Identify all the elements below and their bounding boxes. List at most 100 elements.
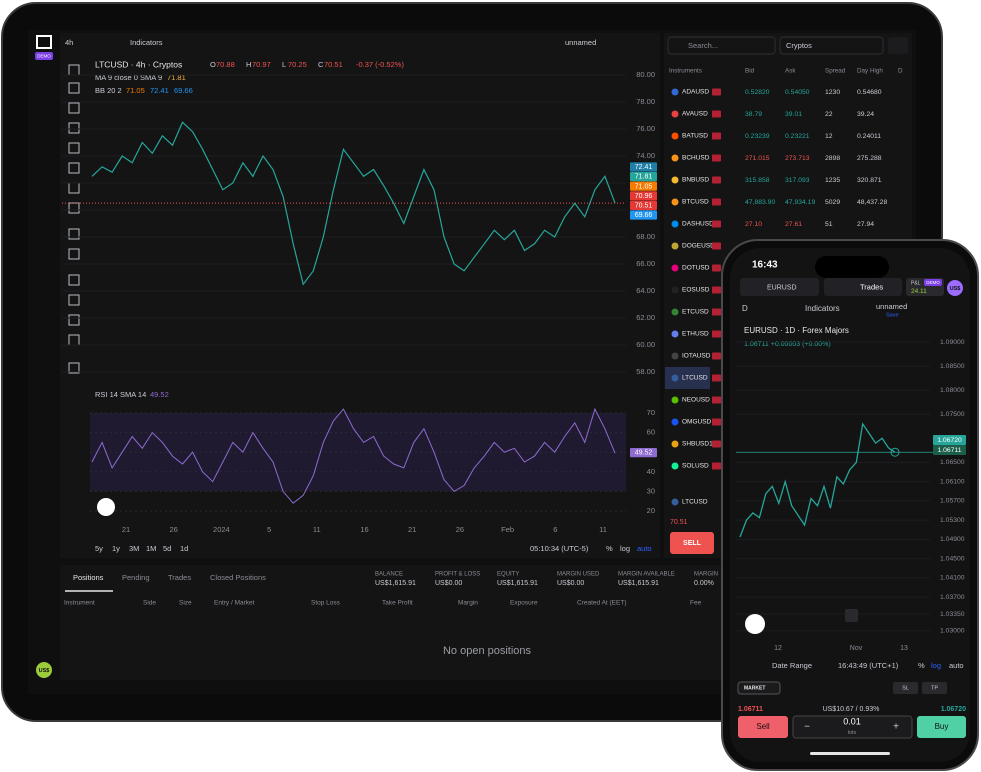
reset-button[interactable]	[845, 609, 858, 622]
quantity: 0.01	[843, 716, 861, 726]
sell-button[interactable]	[670, 532, 714, 554]
sl-text: SL	[902, 685, 909, 691]
tool-icon[interactable]	[68, 294, 80, 306]
instrument-symbol[interactable]: IOTAUSD	[682, 353, 711, 360]
buy-text[interactable]: Buy	[935, 722, 949, 731]
instrument-symbol[interactable]: BTCUSD	[682, 199, 709, 206]
instrument-symbol[interactable]: OMGUSD	[682, 419, 712, 426]
layout-name[interactable]: unnamed	[565, 38, 596, 47]
account-avatar[interactable]	[36, 662, 52, 678]
tool-icon[interactable]	[68, 362, 80, 374]
indicators-button[interactable]: Indicators	[130, 38, 163, 47]
price-change: -0.37 (-0.52%)	[356, 60, 404, 69]
ma-value: 71.81	[167, 73, 186, 82]
tool-icon[interactable]	[68, 122, 80, 134]
increase-button[interactable]: +	[893, 722, 899, 733]
instrument-symbol[interactable]: LTCUSD	[682, 375, 708, 382]
filter-dropdown[interactable]	[779, 36, 884, 55]
empty-state: No open positions	[443, 645, 532, 657]
tool-icon[interactable]	[68, 248, 80, 260]
sell-text[interactable]: SELL	[683, 540, 702, 547]
instrument-symbol[interactable]: SOLUSD	[682, 463, 709, 470]
range-button[interactable]: 3M	[129, 544, 139, 553]
y-tick-label: 1.04100	[940, 575, 965, 582]
favorites-button[interactable]	[888, 37, 908, 54]
positions-panel	[60, 565, 740, 680]
tool-icon[interactable]	[68, 102, 80, 114]
range-button[interactable]: 1y	[112, 544, 120, 553]
tool-icon[interactable]	[68, 314, 80, 326]
date-range[interactable]: Date Range	[772, 661, 812, 670]
sell-text[interactable]: Sell	[756, 722, 770, 731]
column-header: Margin	[458, 600, 478, 607]
range-button[interactable]: 5d	[163, 544, 171, 553]
sell-button[interactable]	[738, 716, 788, 738]
search-box[interactable]	[667, 36, 776, 55]
y-tick-label: 76.00	[636, 124, 655, 133]
bb-value: 71.05	[126, 86, 145, 95]
tool-icon[interactable]	[68, 162, 80, 174]
price-tag	[630, 162, 657, 172]
instrument-symbol[interactable]: NEOUSD	[682, 397, 710, 404]
save-button[interactable]: Save	[886, 312, 899, 318]
instrument-symbol[interactable]: BCHUSD	[682, 155, 710, 162]
x-tick-label: 26	[170, 525, 178, 534]
scale-option[interactable]: auto	[949, 661, 964, 670]
sl-button[interactable]	[893, 682, 918, 694]
instrument-symbol[interactable]: DOTUSD	[682, 265, 710, 272]
scale-option[interactable]: log	[931, 661, 941, 670]
range-button[interactable]: 1M	[146, 544, 156, 553]
indicators-button[interactable]: Indicators	[805, 304, 840, 313]
instrument-symbol[interactable]: SHBUSD1000	[682, 441, 724, 448]
instrument-symbol[interactable]: ETCUSD	[682, 309, 709, 316]
scale-option[interactable]: auto	[637, 544, 652, 553]
buy-button[interactable]	[917, 716, 966, 738]
instrument-symbol[interactable]: ADAUSD	[682, 89, 709, 96]
coin-icon	[671, 154, 679, 162]
rsi-tag-text: 49.52	[635, 450, 653, 457]
tool-icon[interactable]	[68, 274, 80, 286]
scale-option[interactable]: log	[620, 544, 630, 553]
demo-badge	[35, 52, 53, 60]
decrease-button[interactable]: −	[804, 722, 810, 733]
range-button[interactable]: 5y	[95, 544, 103, 553]
positions-tab[interactable]: Pending	[122, 573, 150, 582]
price-line	[739, 422, 896, 538]
instrument-symbol[interactable]: EOSUSD	[682, 287, 710, 294]
selected-symbol: LTCUSD	[682, 499, 708, 506]
column-header: Fee	[690, 600, 702, 607]
instrument-symbol[interactable]: DOGEUSD	[682, 243, 715, 250]
instrument-symbol[interactable]: BNBUSD	[682, 177, 709, 184]
trades-tab[interactable]	[824, 278, 902, 296]
range-button[interactable]: 1d	[180, 544, 188, 553]
rsi-tick-label: 20	[647, 506, 655, 515]
tool-icon[interactable]	[68, 228, 80, 240]
timeframe[interactable]: D	[742, 304, 748, 313]
tp-button[interactable]	[922, 682, 947, 694]
positions-tab[interactable]: Trades	[168, 573, 191, 582]
bid-price: 27.10	[745, 221, 762, 228]
account-text: US$	[950, 286, 961, 292]
positions-tab[interactable]: Closed Positions	[210, 573, 266, 582]
tool-icon[interactable]	[68, 82, 80, 94]
instrument-symbol[interactable]: DASHUSD	[682, 221, 714, 228]
timeframe[interactable]: 4h	[65, 38, 73, 47]
positions-tab[interactable]: Positions	[73, 573, 104, 582]
instrument-symbol[interactable]: AVAUSD	[682, 111, 708, 118]
tool-icon[interactable]	[68, 142, 80, 154]
instrument-symbol[interactable]: ETHUSD	[682, 331, 709, 338]
ohlc-label: H	[246, 60, 251, 69]
account-avatar[interactable]	[947, 280, 963, 296]
symbol-tab-text[interactable]: EURUSD	[767, 284, 797, 291]
scale-option[interactable]: %	[918, 661, 925, 670]
price-tag	[630, 181, 657, 191]
coin-icon	[671, 352, 679, 360]
scale-option[interactable]: %	[606, 544, 613, 553]
day-high: 0.54680	[857, 89, 882, 96]
instrument-symbol[interactable]: BATUSD	[682, 133, 708, 140]
ohlc-label: L	[282, 60, 286, 69]
symbol-tab[interactable]	[740, 278, 819, 296]
order-type[interactable]	[737, 681, 781, 695]
layout-name[interactable]: unnamed	[876, 302, 907, 311]
trades-tab-text[interactable]: Trades	[860, 282, 883, 291]
